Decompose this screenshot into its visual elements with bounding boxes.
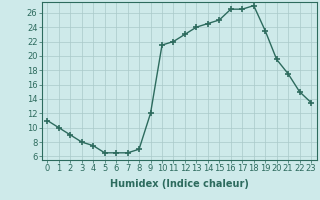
X-axis label: Humidex (Indice chaleur): Humidex (Indice chaleur) <box>110 179 249 189</box>
